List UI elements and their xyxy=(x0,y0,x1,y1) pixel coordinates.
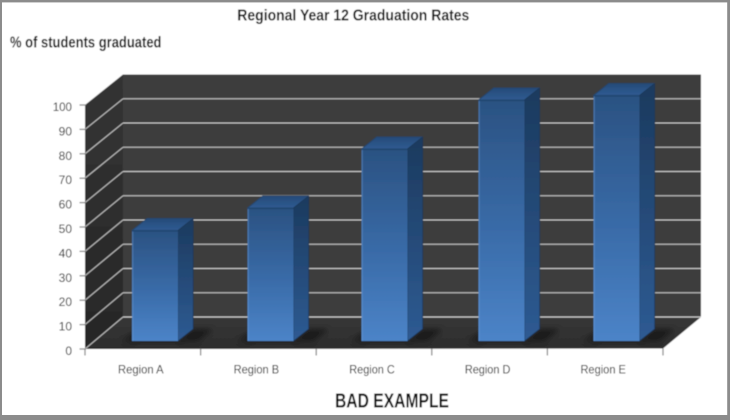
svg-text:10: 10 xyxy=(59,320,73,334)
svg-text:80: 80 xyxy=(59,149,73,163)
svg-text:Regional Year 12 Graduation Ra: Regional Year 12 Graduation Rates xyxy=(237,8,469,25)
svg-text:90: 90 xyxy=(59,124,73,138)
svg-text:40: 40 xyxy=(59,246,73,260)
svg-text:30: 30 xyxy=(59,271,73,285)
svg-text:20: 20 xyxy=(59,295,73,309)
svg-text:Region D: Region D xyxy=(465,363,511,377)
svg-text:% of students graduated: % of students graduated xyxy=(10,35,162,52)
svg-text:60: 60 xyxy=(59,198,73,212)
svg-text:50: 50 xyxy=(59,222,73,236)
svg-text:0: 0 xyxy=(65,344,72,358)
svg-text:70: 70 xyxy=(59,173,73,187)
svg-text:Region C: Region C xyxy=(349,363,395,377)
svg-text:BAD EXAMPLE: BAD EXAMPLE xyxy=(335,390,449,413)
svg-text:Region B: Region B xyxy=(234,363,280,377)
svg-text:100: 100 xyxy=(53,100,73,114)
svg-text:Region A: Region A xyxy=(118,363,164,377)
svg-text:Region E: Region E xyxy=(580,363,626,377)
